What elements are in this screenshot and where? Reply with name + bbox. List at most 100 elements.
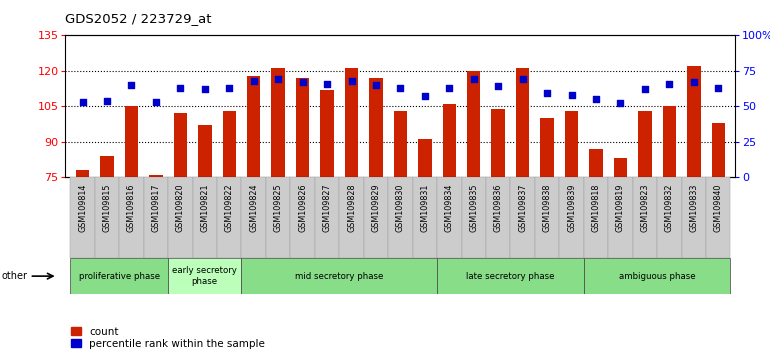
Text: GSM109837: GSM109837 bbox=[518, 183, 527, 232]
Bar bbox=[174, 113, 187, 177]
Bar bbox=[418, 139, 431, 177]
Point bbox=[394, 85, 407, 91]
Bar bbox=[535, 177, 559, 258]
Text: GSM109824: GSM109824 bbox=[249, 183, 258, 232]
Bar bbox=[584, 258, 731, 294]
Bar bbox=[119, 177, 144, 258]
Point bbox=[149, 99, 162, 105]
Point bbox=[296, 79, 309, 85]
Bar bbox=[437, 258, 584, 294]
Bar bbox=[266, 177, 290, 258]
Point bbox=[639, 86, 651, 92]
Text: GSM109816: GSM109816 bbox=[127, 183, 136, 232]
Bar bbox=[633, 177, 657, 258]
Text: GSM109834: GSM109834 bbox=[445, 183, 454, 232]
Point bbox=[517, 76, 529, 82]
Point bbox=[419, 93, 431, 99]
Text: GSM109821: GSM109821 bbox=[200, 183, 209, 232]
Point bbox=[370, 82, 382, 88]
Text: GSM109830: GSM109830 bbox=[396, 183, 405, 232]
Bar bbox=[614, 158, 627, 177]
Bar bbox=[272, 68, 285, 177]
Bar bbox=[388, 177, 413, 258]
Point bbox=[247, 78, 259, 84]
Bar bbox=[223, 111, 236, 177]
Point bbox=[541, 91, 554, 96]
Text: GSM109836: GSM109836 bbox=[494, 183, 503, 232]
Bar bbox=[461, 177, 486, 258]
Text: proliferative phase: proliferative phase bbox=[79, 272, 160, 281]
Bar bbox=[168, 258, 242, 294]
Bar bbox=[70, 177, 95, 258]
Point bbox=[76, 99, 89, 105]
Text: GSM109827: GSM109827 bbox=[323, 183, 332, 232]
Text: other: other bbox=[2, 271, 28, 281]
Bar bbox=[541, 118, 554, 177]
Bar bbox=[467, 71, 480, 177]
Bar bbox=[559, 177, 584, 258]
Point bbox=[101, 98, 113, 103]
Text: GSM109832: GSM109832 bbox=[665, 183, 674, 232]
Bar bbox=[437, 177, 461, 258]
Text: GSM109820: GSM109820 bbox=[176, 183, 185, 232]
Text: GSM109835: GSM109835 bbox=[469, 183, 478, 232]
Bar bbox=[100, 156, 114, 177]
Text: GSM109825: GSM109825 bbox=[273, 183, 283, 232]
Bar bbox=[443, 104, 456, 177]
Bar bbox=[565, 111, 578, 177]
Text: early secretory
phase: early secretory phase bbox=[172, 267, 237, 286]
Bar bbox=[491, 109, 505, 177]
Bar bbox=[242, 258, 437, 294]
Point bbox=[712, 85, 725, 91]
Point bbox=[590, 96, 602, 102]
Bar bbox=[247, 75, 260, 177]
Point bbox=[492, 84, 504, 89]
Bar bbox=[657, 177, 681, 258]
Text: GDS2052 / 223729_at: GDS2052 / 223729_at bbox=[65, 12, 212, 25]
Bar bbox=[144, 177, 168, 258]
Text: GSM109839: GSM109839 bbox=[567, 183, 576, 232]
Bar bbox=[340, 177, 363, 258]
Bar bbox=[486, 177, 511, 258]
Bar bbox=[584, 177, 608, 258]
Bar bbox=[290, 177, 315, 258]
Text: ambiguous phase: ambiguous phase bbox=[619, 272, 695, 281]
Bar bbox=[393, 111, 407, 177]
Bar bbox=[192, 177, 217, 258]
Point bbox=[467, 76, 480, 82]
Text: GSM109838: GSM109838 bbox=[543, 183, 551, 232]
Point bbox=[223, 85, 236, 91]
Text: GSM109822: GSM109822 bbox=[225, 183, 234, 232]
Point bbox=[174, 85, 186, 91]
Bar bbox=[589, 149, 603, 177]
Text: GSM109819: GSM109819 bbox=[616, 183, 625, 232]
Point bbox=[663, 81, 675, 86]
Point bbox=[688, 79, 700, 85]
Bar bbox=[242, 177, 266, 258]
Text: GSM109817: GSM109817 bbox=[152, 183, 160, 232]
Bar bbox=[663, 106, 676, 177]
Point bbox=[126, 82, 138, 88]
Text: GSM109829: GSM109829 bbox=[371, 183, 380, 232]
Bar bbox=[363, 177, 388, 258]
Bar bbox=[217, 177, 242, 258]
Bar bbox=[638, 111, 651, 177]
Text: GSM109814: GSM109814 bbox=[78, 183, 87, 232]
Point bbox=[565, 92, 578, 98]
Point bbox=[199, 86, 211, 92]
Bar bbox=[198, 125, 212, 177]
Bar bbox=[149, 175, 162, 177]
Bar bbox=[516, 68, 529, 177]
Text: GSM109831: GSM109831 bbox=[420, 183, 430, 232]
Point bbox=[321, 81, 333, 86]
Bar bbox=[413, 177, 437, 258]
Bar bbox=[706, 177, 731, 258]
Point bbox=[272, 76, 284, 82]
Text: mid secretory phase: mid secretory phase bbox=[295, 272, 383, 281]
Bar bbox=[681, 177, 706, 258]
Bar bbox=[125, 106, 138, 177]
Text: GSM109833: GSM109833 bbox=[689, 183, 698, 232]
Bar bbox=[370, 78, 383, 177]
Text: late secretory phase: late secretory phase bbox=[466, 272, 554, 281]
Point bbox=[614, 101, 627, 106]
